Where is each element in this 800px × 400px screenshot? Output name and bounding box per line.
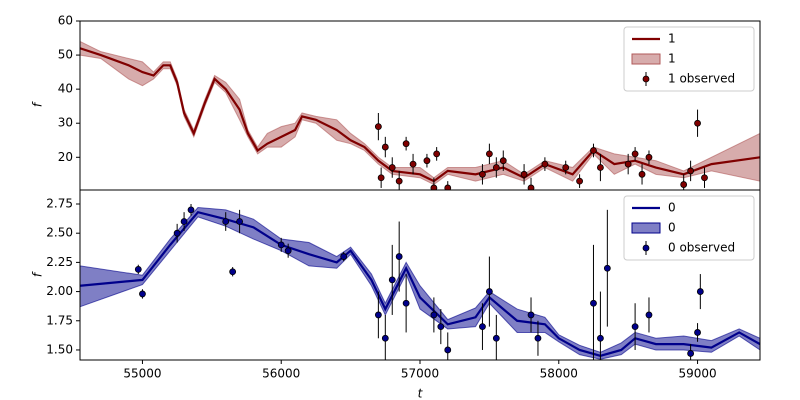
observed-point [479,170,486,178]
y-tick-label: 1.75 [46,313,73,327]
observed-point [433,150,441,158]
legend-label: 0 observed [668,241,735,255]
y-axis-label: f [31,271,45,277]
y-tick-label: 2.25 [46,255,73,269]
observed-point [222,218,230,225]
observed-point [381,334,389,342]
observed-point [388,164,396,171]
observed-point [134,265,142,273]
legend-box [623,195,755,261]
observed-point [423,157,431,165]
y-tick-label: 50 [58,48,73,62]
observed-point [534,334,542,342]
legend-label: 0 [668,221,676,235]
observed-point [479,323,486,331]
observed-point [645,153,653,161]
legend-label: 1 [668,32,676,46]
observed-point [499,157,507,165]
observed-point [377,174,385,182]
observed-point [541,160,549,168]
x-tick-label: 59000 [678,367,716,381]
observed-point [388,276,396,284]
observed-point [229,268,237,276]
observed-point [381,143,389,151]
observed-point [139,290,146,298]
legend-marker [642,75,650,83]
observed-point [631,150,639,158]
observed-point [444,184,452,190]
y-tick-label: 2.50 [46,226,73,240]
x-tick-label: 56000 [262,367,300,381]
legend-patch [631,53,661,65]
x-tick-label: 55000 [123,367,161,381]
observed-point [576,177,583,185]
observed-point [187,206,195,214]
observed-point [374,311,382,319]
observed-point [173,229,181,237]
x-tick-label: 58000 [540,367,578,381]
observed-point [687,167,695,175]
legend-label: 1 [668,52,676,66]
observed-point [485,288,493,295]
observed-point [687,350,695,357]
observed-point [236,218,243,225]
observed-point [597,164,604,171]
legend-patch [631,222,661,234]
y-tick-label: 60 [58,14,73,28]
y-tick-label: 1.50 [46,342,73,356]
observed-point [696,288,704,295]
y-tick-label: 2.75 [46,197,73,211]
x-tick-label: 57000 [401,367,439,381]
y-tick-label: 2.00 [46,284,73,298]
mean-line [80,210,760,357]
observed-point [444,346,452,354]
observed-point [492,334,500,342]
y-axis-label: f [31,101,45,107]
observed-point [409,160,417,168]
observed-point [395,253,403,260]
observed-point [603,264,611,272]
legend-marker [642,244,650,252]
legend-label: 1 observed [668,72,735,86]
observed-point [492,164,500,171]
y-tick-label: 40 [58,82,73,96]
observed-point [694,329,701,336]
observed-point [430,184,438,190]
observed-point [527,184,535,190]
observed-point [590,299,597,307]
observed-point [680,181,688,188]
observed-point [485,150,493,158]
y-tick-label: 20 [58,150,73,164]
observed-point [638,170,646,178]
observed-point [701,174,708,182]
observed-point [624,160,632,168]
observed-point [437,323,445,331]
observed-point [645,311,653,319]
observed-point [402,140,410,148]
observed-point [694,119,701,127]
plot-area [80,204,760,360]
x-axis-label: t [418,387,424,400]
observed-point [402,299,410,307]
observed-point [284,247,292,255]
plot-area [80,40,760,190]
legend-box [623,26,755,92]
observed-point [180,218,188,225]
observed-point [430,311,438,319]
y-tick-label: 30 [58,116,73,130]
legend-label: 0 [668,201,676,215]
observed-point [520,170,528,178]
observed-point [277,241,285,249]
observed-point [527,311,535,319]
observed-point [395,177,403,185]
observed-point [562,164,570,171]
observed-point [631,323,639,331]
observed-point [374,123,382,131]
observed-point [597,334,604,342]
mean-line [80,47,760,183]
observed-point [340,253,348,260]
observed-point [590,147,597,154]
